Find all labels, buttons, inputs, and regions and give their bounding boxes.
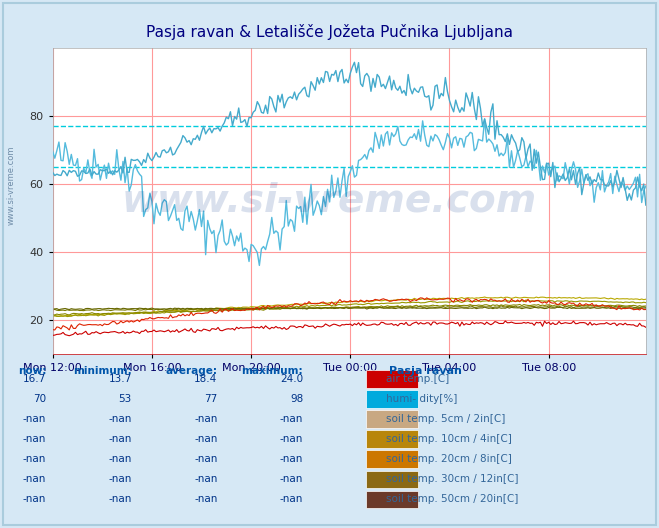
Text: soil temp. 50cm / 20in[C]: soil temp. 50cm / 20in[C] — [386, 494, 518, 504]
Text: -nan: -nan — [194, 454, 217, 464]
Text: -nan: -nan — [280, 434, 303, 444]
Text: soil temp. 20cm / 8in[C]: soil temp. 20cm / 8in[C] — [386, 454, 511, 464]
Text: 70: 70 — [33, 394, 46, 404]
Text: Pasja ravan & Letališče Jožeta Pučnika Ljubljana: Pasja ravan & Letališče Jožeta Pučnika L… — [146, 24, 513, 40]
FancyBboxPatch shape — [366, 450, 418, 468]
Text: 24.0: 24.0 — [280, 374, 303, 384]
Text: -nan: -nan — [280, 474, 303, 484]
Text: soil temp. 10cm / 4in[C]: soil temp. 10cm / 4in[C] — [386, 434, 511, 444]
Text: minimum:: minimum: — [73, 366, 132, 376]
Text: now:: now: — [18, 366, 46, 376]
FancyBboxPatch shape — [366, 410, 418, 428]
Text: 18.4: 18.4 — [194, 374, 217, 384]
Text: www.si-vreme.com: www.si-vreme.com — [7, 145, 16, 224]
Text: -nan: -nan — [109, 454, 132, 464]
Text: -nan: -nan — [109, 474, 132, 484]
Text: soil temp. 30cm / 12in[C]: soil temp. 30cm / 12in[C] — [386, 474, 518, 484]
FancyBboxPatch shape — [366, 491, 418, 508]
Text: humi- dity[%]: humi- dity[%] — [386, 394, 457, 404]
Text: 53: 53 — [119, 394, 132, 404]
Text: -nan: -nan — [23, 494, 46, 504]
Text: -nan: -nan — [194, 414, 217, 424]
Text: 77: 77 — [204, 394, 217, 404]
Text: -nan: -nan — [194, 474, 217, 484]
Text: 98: 98 — [290, 394, 303, 404]
Text: -nan: -nan — [23, 414, 46, 424]
FancyBboxPatch shape — [366, 370, 418, 388]
Text: maximum:: maximum: — [241, 366, 303, 376]
Text: 16.7: 16.7 — [23, 374, 46, 384]
Text: 13.7: 13.7 — [109, 374, 132, 384]
FancyBboxPatch shape — [366, 430, 418, 448]
Text: -nan: -nan — [280, 454, 303, 464]
Text: average:: average: — [165, 366, 217, 376]
Text: -nan: -nan — [23, 474, 46, 484]
Text: -nan: -nan — [280, 494, 303, 504]
Text: soil temp. 5cm / 2in[C]: soil temp. 5cm / 2in[C] — [386, 414, 505, 424]
FancyBboxPatch shape — [366, 470, 418, 488]
FancyBboxPatch shape — [366, 390, 418, 408]
Text: www.si-vreme.com: www.si-vreme.com — [122, 182, 537, 220]
Text: -nan: -nan — [194, 494, 217, 504]
Text: -nan: -nan — [23, 434, 46, 444]
Text: air temp.[C]: air temp.[C] — [386, 374, 449, 384]
Text: -nan: -nan — [109, 434, 132, 444]
Text: -nan: -nan — [109, 494, 132, 504]
Text: -nan: -nan — [23, 454, 46, 464]
Text: -nan: -nan — [194, 434, 217, 444]
Text: Pasja ravan: Pasja ravan — [389, 366, 462, 376]
Text: -nan: -nan — [280, 414, 303, 424]
Text: -nan: -nan — [109, 414, 132, 424]
